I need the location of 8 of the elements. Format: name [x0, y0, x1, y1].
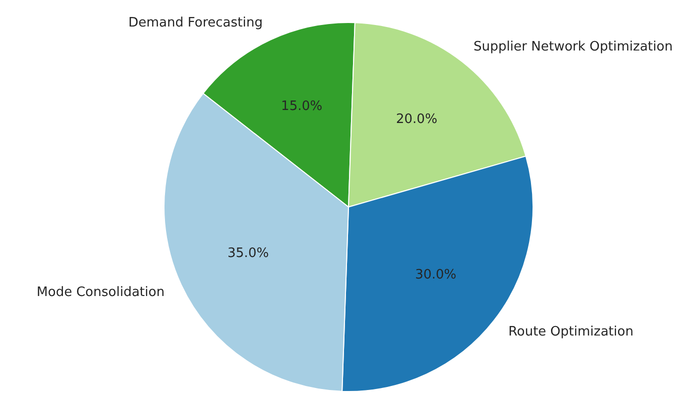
data-label: 15.0% [281, 99, 322, 114]
slice-label: Demand Forecasting [128, 15, 263, 30]
data-label: 35.0% [228, 246, 269, 262]
slice-label: Mode Consolidation [36, 285, 165, 300]
slice-label: Route Optimization [508, 324, 634, 340]
data-label: 30.0% [415, 268, 456, 283]
slice-label: Supplier Network Optimization [473, 39, 673, 54]
data-label: 20.0% [396, 112, 438, 128]
